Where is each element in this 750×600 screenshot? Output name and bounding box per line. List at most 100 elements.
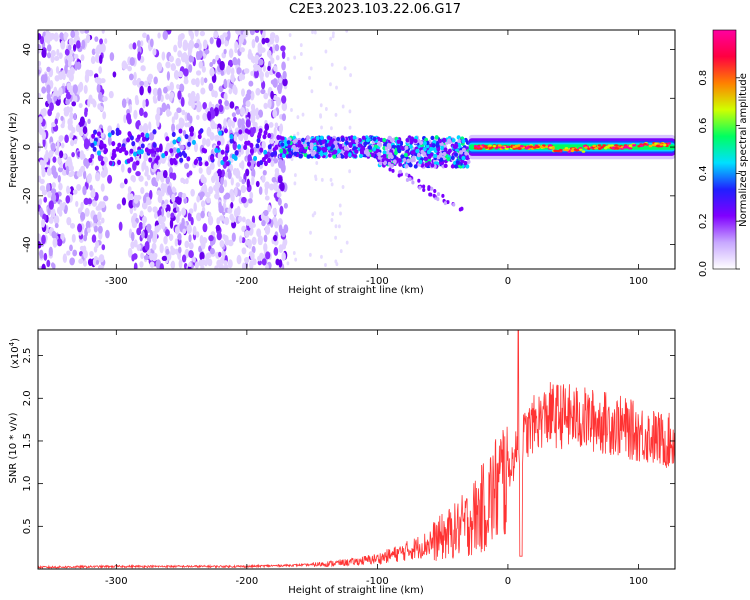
- spectrogram-cell: [207, 110, 212, 121]
- spectrogram-cell: [53, 95, 58, 102]
- spectrogram-cell: [149, 189, 153, 200]
- spectrogram-cell: [69, 244, 73, 252]
- spectrogram-cell: [424, 162, 429, 168]
- spectrogram-cell: [278, 224, 283, 234]
- spectrogram-cell: [51, 230, 57, 239]
- spectrogram-cell: [282, 70, 287, 80]
- spectrogram-cell: [229, 134, 234, 140]
- spectrogram-cell: [80, 54, 85, 61]
- spectrogram-cell: [43, 196, 48, 203]
- spectrogram-cell: [223, 128, 228, 134]
- spectrogram-cell: [263, 102, 268, 109]
- spectrogram-cell: [160, 221, 166, 230]
- spectrogram-cell: [52, 237, 58, 248]
- spectrogram-cell: [324, 49, 328, 54]
- spectrogram-cell: [584, 146, 588, 149]
- spectrogram-cell: [100, 43, 106, 53]
- spectrogram-cell: [84, 30, 90, 34]
- spectrogram-cell: [141, 230, 145, 239]
- spectrogram-cell: [127, 247, 133, 258]
- spectrogram-cell: [48, 246, 53, 257]
- spectrogram-cell: [149, 252, 154, 261]
- spectrogram-cell: [139, 80, 145, 87]
- spectrogram-cell: [79, 245, 85, 252]
- spectrogram-cell: [249, 191, 254, 200]
- spectrogram-cell: [529, 145, 533, 148]
- spectrogram-cell: [174, 238, 178, 247]
- spectrogram-cell: [227, 259, 233, 269]
- spectrogram-cell: [280, 142, 285, 147]
- spectrogram-cell: [38, 69, 41, 75]
- spectrogram-cell: [313, 30, 317, 35]
- spectrogram-cell: [195, 212, 202, 222]
- spectrogram-cell: [152, 230, 156, 238]
- spectrogram-cell: [296, 131, 300, 136]
- spectrogram-cell: [446, 156, 451, 162]
- spectrogram-cell: [56, 238, 63, 247]
- spectrogram-cell: [149, 229, 154, 239]
- spectrogram-cell: [42, 137, 46, 148]
- spectrogram-cell: [405, 172, 409, 177]
- spectrogram-cell: [176, 107, 182, 114]
- spectrogram-cell: [95, 259, 100, 265]
- spectrogram-cell: [65, 165, 70, 176]
- spectrogram-cell: [258, 186, 263, 195]
- spectrogram-cell: [46, 84, 51, 94]
- spectrogram-cell: [294, 257, 298, 262]
- spectrogram-cell: [344, 140, 349, 146]
- spectrogram-cell: [228, 88, 233, 95]
- spectrogram-cell: [607, 144, 612, 147]
- spectrogram-cell: [257, 131, 262, 137]
- spectrogram-cell: [227, 118, 233, 128]
- spectrogram-cell: [348, 169, 352, 174]
- spectrogram-cell: [172, 147, 177, 154]
- spectrogram-cell: [428, 147, 433, 152]
- spectrogram-cell: [257, 255, 262, 262]
- spectrogram-cell: [105, 229, 110, 239]
- spectrogram-cell: [303, 152, 308, 158]
- spectrogram-cell: [273, 65, 278, 72]
- spectrogram-cell: [144, 181, 149, 187]
- spectrogram-cell: [57, 157, 62, 165]
- spectrogram-cell: [181, 109, 186, 116]
- spectrogram-cell: [208, 235, 214, 242]
- spectrogram-cell: [84, 109, 88, 118]
- spectrogram-cell: [303, 143, 308, 148]
- spectrogram-cell: [135, 171, 141, 177]
- spectrogram-cell: [460, 206, 464, 211]
- spectrogram-cell: [199, 251, 205, 261]
- spectrogram-cell: [63, 208, 68, 214]
- spectrogram-cell: [348, 125, 352, 130]
- spectrogram-cell: [50, 50, 56, 57]
- spectrogram-cell: [611, 146, 616, 150]
- spectrogram-cell: [119, 182, 125, 189]
- spectrogram-cell: [85, 33, 91, 44]
- spectrogram-cell: [209, 67, 215, 77]
- spectrogram-cell: [258, 71, 264, 80]
- spectrogram-cell: [168, 233, 174, 241]
- spectrogram-cell: [241, 88, 245, 97]
- spectrogram-cell: [148, 121, 152, 132]
- spectrogram-cell: [100, 160, 105, 166]
- spectrogram-cell: [248, 80, 254, 87]
- spectrogram-cell: [586, 147, 591, 150]
- spectrogram-cell: [272, 207, 277, 216]
- spectrogram-cell: [132, 42, 137, 50]
- spectrogram-cell: [147, 205, 153, 213]
- spectrogram-cell: [271, 176, 277, 183]
- spectrogram-cell: [281, 231, 286, 238]
- spectrogram-cell: [287, 147, 292, 153]
- spectrogram-cell: [178, 259, 183, 269]
- spectrogram-cell: [65, 99, 70, 105]
- spectrogram-cell: [610, 144, 614, 147]
- colorbar-gradient: [712, 29, 737, 270]
- spectrogram-cell: [233, 86, 238, 96]
- spectrogram-cell: [179, 157, 184, 163]
- spectrogram-cell: [383, 160, 388, 165]
- spectrogram-cell: [252, 63, 258, 69]
- snr-y-tick-label: 2.5: [22, 348, 33, 364]
- spectrogram-cell: [277, 158, 284, 169]
- spectrogram-cell: [275, 71, 281, 79]
- spectrogram-cell: [159, 263, 164, 269]
- spectrogram-x-ticks: -300 -200 -100 0 100: [105, 30, 648, 287]
